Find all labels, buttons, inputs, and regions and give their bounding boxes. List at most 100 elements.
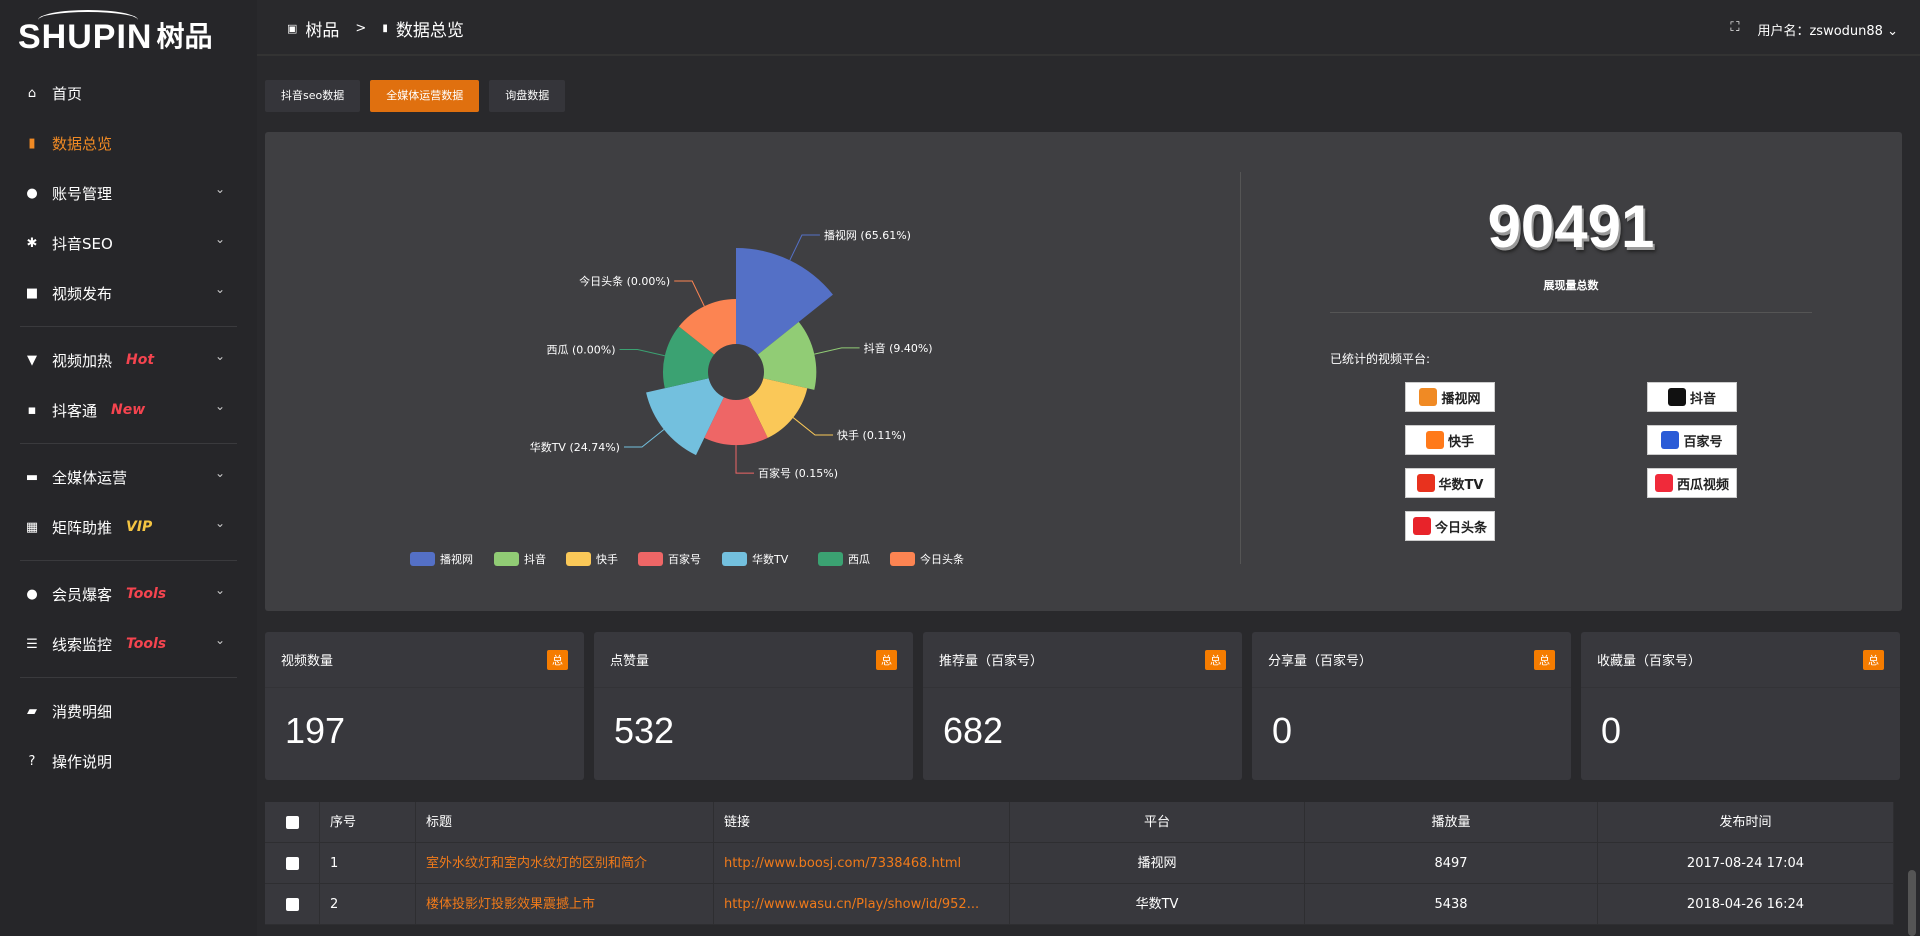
- vertical-divider: [1240, 172, 1241, 564]
- header: ▣ 树品 > ▮ 数据总览 ⛶ 用户名：zswodun88 ⌄: [257, 0, 1920, 56]
- sidebar-item-3[interactable]: ✱ 抖音SEO ⌄: [0, 218, 257, 268]
- slice-label: 百家号 (0.15%): [758, 466, 838, 480]
- sidebar-item-1[interactable]: ▮ 数据总览: [0, 118, 257, 168]
- chevron-down-icon: ⌄: [214, 182, 225, 196]
- chat-icon: ▪: [27, 402, 37, 418]
- row-title-link[interactable]: 楼体投影灯投影效果震撼上市: [416, 883, 714, 925]
- stat-value: 682: [943, 710, 1004, 751]
- stat-card-header: 视频数量 总: [265, 632, 584, 688]
- sidebar-item-7[interactable]: ▬ 全媒体运营 ⌄: [0, 452, 257, 502]
- total-value: 90491: [1487, 193, 1655, 260]
- total-badge: 总: [1205, 649, 1226, 670]
- sidebar-item-6[interactable]: ▪ 抖客通 New ⌄: [0, 385, 257, 435]
- breadcrumb: ▣ 树品 > ▮ 数据总览: [287, 16, 464, 41]
- sidebar-item-label: 消费明细: [52, 702, 113, 721]
- table-header: 序号 标题 链接 平台 播放量 发布时间: [265, 801, 1894, 843]
- platform-logo-icon: [1419, 388, 1438, 406]
- legend-label: 西瓜: [848, 553, 870, 566]
- column-header: 平台: [1010, 801, 1305, 843]
- sidebar-item-label: 线索监控: [52, 635, 113, 654]
- platform-logo: 华数TV: [1405, 468, 1495, 498]
- row-title-link[interactable]: 室外水纹灯和室内水纹灯的区别和简介: [416, 842, 714, 884]
- row-url-link[interactable]: http://www.wasu.cn/Play/show/id/952...: [714, 883, 1010, 925]
- sidebar-item-label: 全媒体运营: [52, 468, 128, 487]
- sidebar-item-label: 会员爆客: [52, 585, 113, 604]
- column-header: 发布时间: [1598, 801, 1894, 843]
- legend-swatch: [722, 552, 747, 566]
- row-checkbox[interactable]: [285, 856, 299, 870]
- select-all-checkbox[interactable]: [285, 815, 299, 829]
- stat-card-header: 收藏量（百家号） 总: [1581, 632, 1900, 688]
- sidebar-item-10[interactable]: ☰ 线索监控 Tools ⌄: [0, 619, 257, 669]
- stat-card-header: 点赞量 总: [594, 632, 913, 688]
- row-checkbox[interactable]: [285, 897, 299, 911]
- chevron-down-icon: ⌄: [214, 282, 225, 296]
- monitor-icon: ▬: [25, 469, 39, 485]
- breadcrumb-root[interactable]: 树品: [305, 21, 340, 41]
- wallet-icon: ▰: [27, 703, 37, 719]
- label-line: [619, 349, 665, 357]
- username: 用户名：zswodun88: [1757, 24, 1883, 39]
- pie-slice: [646, 378, 724, 456]
- sidebar-item-12[interactable]: ? 操作说明: [0, 736, 257, 786]
- sidebar-item-label: 视频发布: [52, 284, 113, 303]
- platform-logo-name: 播视网: [1441, 391, 1481, 407]
- row-url-link[interactable]: http://www.boosj.com/7338468.html: [714, 842, 1010, 884]
- sidebar-item-tag: Tools: [126, 586, 167, 602]
- row-plays: 8497: [1305, 842, 1598, 884]
- sidebar-item-5[interactable]: ▼ 视频加热 Hot ⌄: [0, 335, 257, 385]
- chevron-down-icon: ⌄: [214, 516, 225, 530]
- stat-label: 收藏量（百家号）: [1597, 654, 1702, 669]
- pie-slice: [704, 397, 768, 446]
- scrollbar[interactable]: [1908, 870, 1916, 936]
- pie-slice: [757, 321, 817, 390]
- user-icon: ●: [26, 586, 38, 602]
- sidebar-item-label: 数据总览: [52, 134, 113, 153]
- stat-label: 分享量（百家号）: [1268, 654, 1373, 669]
- platform-logo: 播视网: [1405, 382, 1495, 412]
- tab-1[interactable]: 全媒体运营数据: [370, 80, 480, 112]
- user-menu[interactable]: 用户名：zswodun88 ⌄: [1757, 20, 1898, 39]
- breadcrumb-separator: >: [355, 21, 367, 36]
- column-header: 链接: [714, 801, 1010, 843]
- sidebar-item-8[interactable]: ▦ 矩阵助推 VIP ⌄: [0, 502, 257, 552]
- platform-logo-icon: [1667, 388, 1686, 406]
- platform-logo-icon: [1661, 431, 1680, 449]
- chevron-down-icon: ⌄: [214, 466, 225, 480]
- sidebar-item-11[interactable]: ▰ 消费明细: [0, 686, 257, 736]
- sidebar-item-2[interactable]: ● 账号管理 ⌄: [0, 168, 257, 218]
- sidebar-item-9[interactable]: ● 会员爆客 Tools ⌄: [0, 569, 257, 619]
- sidebar-item-4[interactable]: ■ 视频发布 ⌄: [0, 268, 257, 318]
- slice-label: 今日头条 (0.00%): [579, 274, 670, 288]
- legend-label: 抖音: [524, 552, 546, 566]
- legend-swatch: [890, 552, 915, 566]
- legend-label: 快手: [596, 552, 618, 566]
- column-header: 播放量: [1305, 801, 1598, 843]
- fullscreen-icon[interactable]: ⛶: [1730, 20, 1740, 35]
- tab-0[interactable]: 抖音seo数据: [265, 80, 361, 112]
- total-badge: 总: [876, 649, 897, 670]
- sidebar-divider: [20, 443, 237, 444]
- horizontal-divider: [1330, 312, 1812, 313]
- tab-2[interactable]: 询盘数据: [489, 80, 566, 112]
- stat-card-header: 分享量（百家号） 总: [1252, 632, 1571, 688]
- stat-value: 0: [1601, 710, 1622, 751]
- video-table: 序号 标题 链接 平台 播放量 发布时间 1 室外水纹灯和室内水纹灯的区别和简介 http:/…: [265, 801, 1894, 925]
- label-line: [623, 429, 665, 448]
- total-label: 展现量总数: [1543, 279, 1599, 292]
- label-line: [674, 280, 705, 307]
- chevron-down-icon: ⌄: [214, 583, 225, 597]
- row-time: 2017-08-24 17:04: [1598, 842, 1894, 884]
- sidebar-item-label: 视频加热: [52, 351, 113, 370]
- sidebar-item-label: 操作说明: [52, 752, 113, 771]
- sidebar-item-0[interactable]: ⌂ 首页: [0, 68, 257, 118]
- row-plays: 5438: [1305, 883, 1598, 925]
- data-tabs: 抖音seo数据 全媒体运营数据 询盘数据: [265, 80, 566, 112]
- sidebar: SHUPIN 树品 ⌂ 首页 ▮ 数据总览 ● 账号管理 ⌄ ✱ 抖音SEO ⌄ ■ 视频发布 ⌄ ▼ 视频…: [0, 0, 257, 936]
- stat-card: 推荐量（百家号） 总 682: [923, 632, 1242, 780]
- stat-value: 0: [1272, 710, 1293, 751]
- label-line: [789, 234, 820, 261]
- select-all-checkbox-cell: [265, 801, 320, 843]
- camera-icon: ■: [25, 285, 39, 301]
- stat-label: 推荐量（百家号）: [939, 654, 1044, 669]
